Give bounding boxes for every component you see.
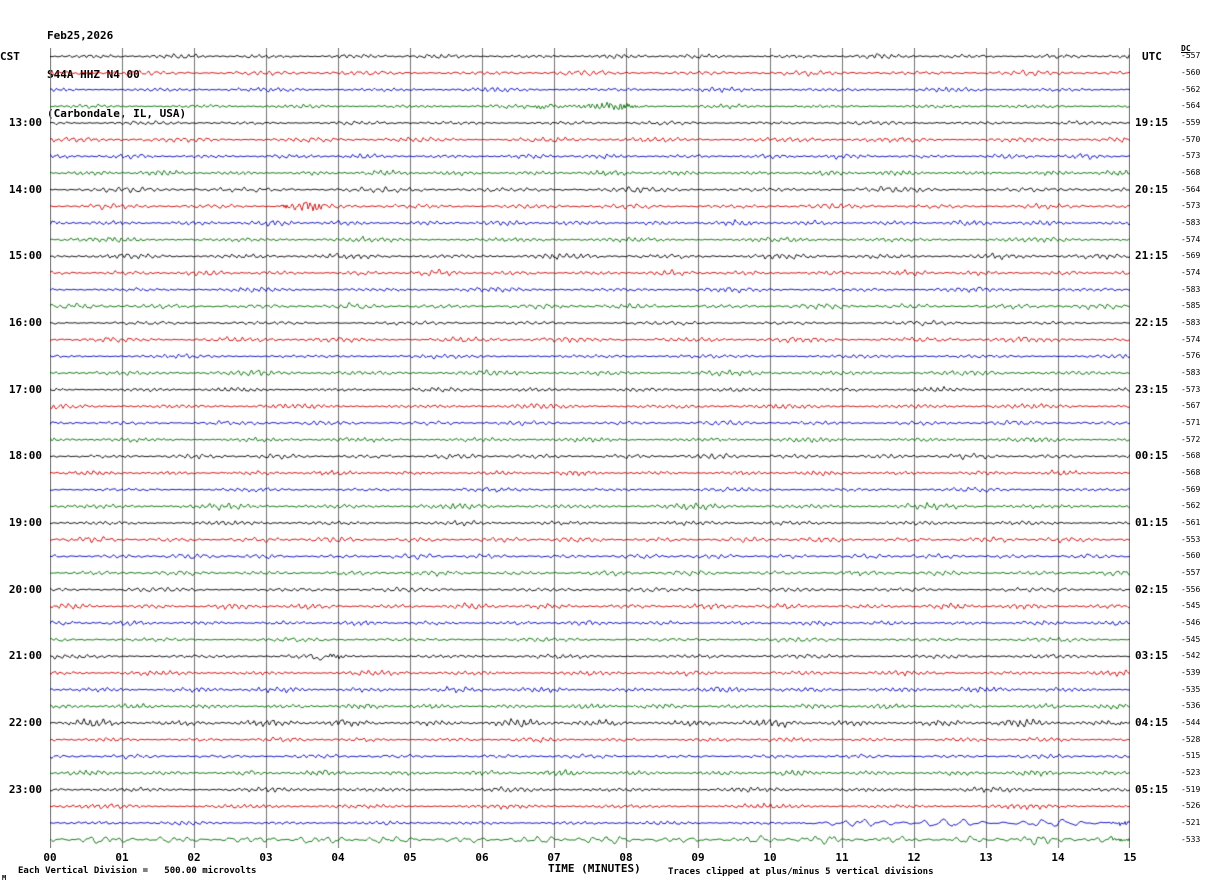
dc-offset-value: -573: [1181, 151, 1201, 161]
dc-offset-value: -569: [1181, 484, 1201, 494]
x-axis-tick-label: 10: [763, 851, 777, 864]
cst-hour-label: 21:00: [8, 649, 42, 663]
dc-offset-value: -564: [1181, 101, 1201, 111]
utc-hour-label: 20:15: [1135, 182, 1169, 196]
dc-offset-value: -559: [1181, 118, 1201, 127]
cst-hour-label: 22:00: [8, 716, 42, 729]
date-label: Feb25,2026: [47, 29, 114, 42]
cst-hour-label: 16:00: [8, 316, 42, 329]
dc-offset-value: -536: [1181, 701, 1201, 711]
dc-offset-value: -528: [1181, 734, 1201, 744]
dc-offset-value: -567: [1181, 401, 1201, 411]
dc-offset-value: -519: [1181, 784, 1201, 794]
dc-offset-value: -515: [1181, 751, 1201, 761]
utc-hour-label: 21:15: [1135, 249, 1169, 263]
cst-hour-label: 19:00: [8, 516, 42, 529]
dc-offset-value: -574: [1181, 334, 1201, 344]
dc-offset-value: -572: [1181, 434, 1201, 444]
x-axis-tick-label: 15: [1123, 851, 1137, 864]
dc-offset-value: -553: [1181, 534, 1201, 544]
dc-offset-value: -574: [1181, 234, 1201, 244]
dc-offset-value: -523: [1181, 768, 1201, 777]
cst-hour-label: 14:00: [8, 182, 42, 196]
dc-offset-value: -573: [1181, 201, 1201, 211]
x-axis-tick-label: 13: [979, 851, 993, 864]
dc-offset-value: -526: [1181, 801, 1201, 811]
utc-hour-label: 00:15: [1135, 449, 1169, 463]
dc-offset-value: -546: [1181, 618, 1201, 627]
scale-note: Each Vertical Division = 500.00 microvol…: [18, 866, 257, 876]
dc-offset-value: -539: [1181, 668, 1201, 677]
cst-hour-label: 18:00: [8, 449, 42, 463]
dc-offset-value: -544: [1181, 718, 1201, 727]
dc-offset-value: -557: [1181, 568, 1201, 577]
dc-offset-value: -583: [1181, 284, 1201, 294]
dc-offset-value: -583: [1181, 218, 1201, 227]
dc-offset-value: -542: [1181, 651, 1201, 661]
dc-offset-value: -585: [1181, 301, 1201, 311]
x-axis-tick-label: 11: [835, 851, 849, 864]
x-axis-tick-label: 06: [475, 851, 489, 864]
utc-hour-label: 05:15: [1135, 782, 1169, 796]
corner-mark: M: [2, 874, 7, 882]
x-axis-tick-label: 00: [43, 851, 57, 864]
utc-hour-label: 19:15: [1135, 116, 1169, 129]
dc-offset-value: -561: [1181, 518, 1201, 527]
dc-offset-value: -583: [1181, 368, 1201, 377]
seismogram-traces-canvas: [50, 48, 1130, 848]
dc-offset-value: -545: [1181, 634, 1201, 644]
utc-hour-label: 23:15: [1135, 382, 1169, 396]
dc-offset-value: -571: [1181, 418, 1201, 427]
utc-hour-label: 22:15: [1135, 316, 1169, 329]
utc-hour-label: 03:15: [1135, 649, 1169, 663]
dc-offset-value: -569: [1181, 251, 1201, 261]
x-axis-title: TIME (MINUTES): [548, 862, 641, 875]
clip-note: Traces clipped at plus/minus 5 vertical …: [668, 867, 934, 877]
dc-offset-value: -570: [1181, 134, 1201, 144]
x-axis-tick-label: 01: [115, 851, 129, 864]
dc-offset-value: -576: [1181, 351, 1201, 361]
dc-offset-value: -533: [1181, 834, 1201, 844]
dc-offset-header: DC: [1181, 44, 1191, 53]
x-axis-tick-label: 04: [331, 851, 345, 864]
cst-hour-label: 13:00: [8, 116, 42, 129]
dc-offset-value: -574: [1181, 268, 1201, 277]
dc-offset-value: -521: [1181, 818, 1201, 827]
cst-hour-label: 20:00: [8, 582, 42, 596]
dc-offset-value: -562: [1181, 84, 1201, 94]
dc-offset-value: -573: [1181, 384, 1201, 394]
dc-offset-value: -568: [1181, 468, 1201, 477]
utc-hour-label: 04:15: [1135, 716, 1169, 729]
left-timezone-label: CST: [0, 50, 20, 63]
dc-offset-value: -560: [1181, 551, 1201, 561]
dc-offset-value: -556: [1181, 584, 1201, 594]
dc-offset-value: -557: [1181, 51, 1201, 61]
x-axis-tick-label: 03: [259, 851, 273, 864]
x-axis-tick-label: 05: [403, 851, 417, 864]
x-axis-tick-label: 02: [187, 851, 201, 864]
dc-offset-value: -568: [1181, 168, 1201, 177]
dc-offset-value: -568: [1181, 451, 1201, 461]
utc-hour-label: 02:15: [1135, 582, 1169, 596]
x-axis-tick-label: 09: [691, 851, 705, 864]
dc-offset-value: -583: [1181, 318, 1201, 327]
cst-hour-label: 17:00: [8, 382, 42, 396]
cst-hour-label: 23:00: [8, 782, 42, 796]
cst-hour-label: 15:00: [8, 249, 42, 263]
dc-offset-value: -562: [1181, 501, 1201, 511]
x-axis-tick-label: 14: [1051, 851, 1065, 864]
dc-offset-value: -564: [1181, 184, 1201, 194]
dc-offset-value: -545: [1181, 601, 1201, 611]
x-axis-tick-label: 12: [907, 851, 921, 864]
utc-hour-label: 01:15: [1135, 516, 1169, 529]
dc-offset-value: -535: [1181, 684, 1201, 694]
dc-offset-value: -560: [1181, 68, 1201, 77]
right-timezone-label: UTC: [1142, 50, 1162, 63]
